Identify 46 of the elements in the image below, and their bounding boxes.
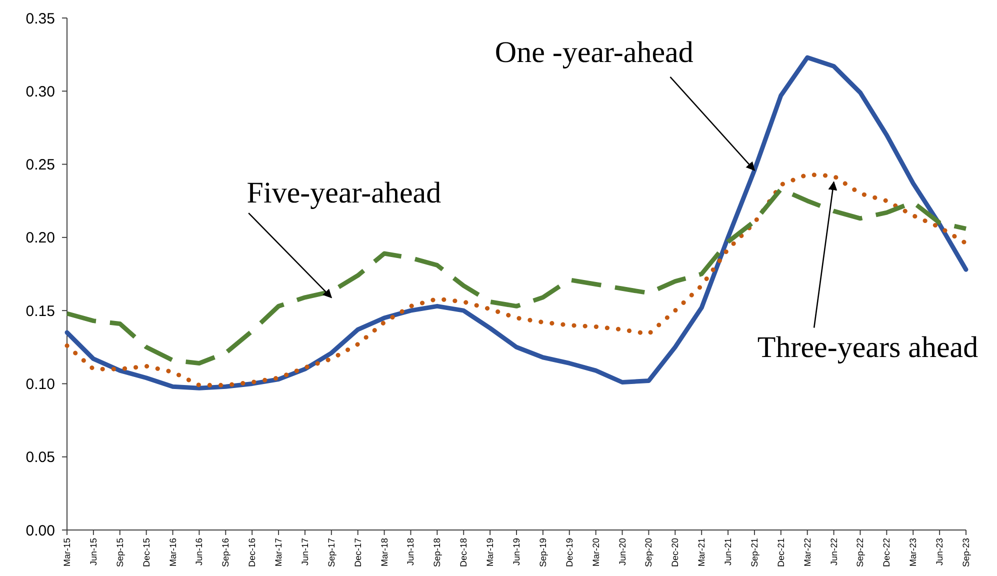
x-tick-label: Jun-16 (194, 538, 204, 566)
x-tick-label: Dec-18 (458, 538, 469, 568)
x-tick-label: Dec-21 (776, 538, 786, 568)
x-tick-label: Mar-23 (908, 538, 918, 567)
x-tick-label: Dec-16 (247, 538, 258, 568)
annotation: One -year-ahead (494, 36, 694, 70)
x-tick-label: Jun-22 (828, 538, 839, 566)
x-tick-label: Sep-19 (538, 538, 548, 568)
y-tick-label: 0.35 (26, 10, 55, 28)
y-tick-label: 0.25 (26, 156, 55, 174)
x-tick-label: Sep-21 (749, 538, 760, 568)
x-tick-label: Dec-19 (564, 538, 574, 568)
x-tick-label: Jun-18 (406, 538, 416, 566)
x-tick-label: Mar-20 (590, 538, 601, 567)
x-tick-label: Sep-17 (326, 538, 336, 568)
y-tick-label: 0.10 (26, 376, 55, 393)
x-tick-label: Jun-17 (300, 538, 310, 566)
x-tick-label: Jun-19 (512, 538, 522, 566)
x-tick-label: Mar-15 (62, 538, 72, 567)
x-tick-label: Mar-16 (168, 538, 178, 567)
x-tick-label: Sep-22 (855, 538, 866, 568)
y-tick-label: 0.15 (26, 302, 55, 320)
x-tick-label: Dec-22 (882, 538, 892, 568)
y-tick-label: 0.00 (26, 522, 55, 540)
y-tick-label: 0.20 (26, 230, 55, 247)
x-tick-label: Dec-15 (141, 538, 152, 568)
x-tick-label: Sep-23 (961, 538, 971, 568)
x-tick-label: Jun-15 (88, 538, 98, 566)
x-tick-label: Mar-21 (696, 538, 707, 567)
x-tick-label: Sep-18 (432, 538, 442, 568)
y-tick-label: 0.05 (26, 449, 55, 466)
x-tick-label: Mar-18 (379, 538, 390, 567)
annotation: Three-years ahead (757, 330, 978, 364)
x-tick-label: Jun-20 (617, 538, 628, 566)
annotation: Five-year-ahead (246, 176, 442, 210)
x-tick-label: Jun-21 (723, 538, 734, 566)
x-tick-label: Dec-17 (352, 538, 363, 568)
x-tick-label: Dec-20 (670, 538, 680, 568)
x-tick-label: Sep-16 (220, 538, 231, 568)
x-tick-label: Mar-22 (802, 538, 812, 567)
x-tick-label: Mar-17 (274, 538, 284, 567)
x-tick-label: Mar-19 (485, 538, 496, 567)
x-tick-label: Jun-23 (934, 538, 945, 566)
x-tick-label: Sep-20 (644, 538, 654, 568)
y-tick-label: 0.30 (26, 83, 55, 100)
x-tick-label: Sep-15 (114, 538, 125, 568)
